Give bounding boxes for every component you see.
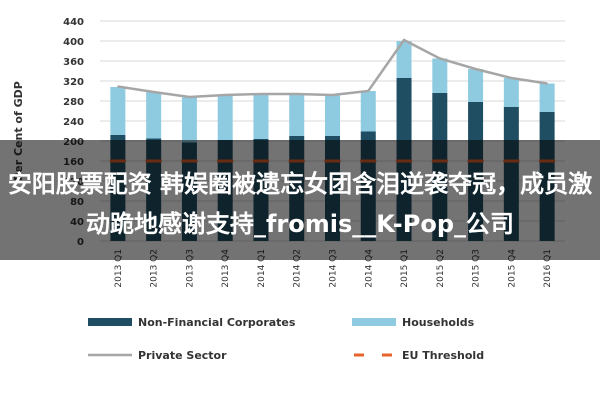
y-tick-label: 240 bbox=[63, 117, 84, 128]
overlay-text-line-2: 动跪地感谢支持_fromis__K-Pop_公司 bbox=[85, 210, 514, 238]
bar-households bbox=[217, 95, 233, 140]
bar-households bbox=[181, 97, 197, 143]
y-tick-label: 440 bbox=[63, 17, 84, 28]
y-tick-label: 280 bbox=[63, 97, 84, 108]
y-tick-label: 320 bbox=[63, 77, 84, 88]
private-sector-point bbox=[367, 90, 370, 92]
x-tick-label: 2013 Q1 bbox=[114, 249, 124, 288]
bar-households bbox=[110, 87, 126, 135]
private-sector-point bbox=[224, 94, 226, 96]
private-sector-point bbox=[510, 77, 513, 79]
bar-households bbox=[253, 94, 269, 139]
legend-label: Private Sector bbox=[138, 349, 227, 362]
bar-households bbox=[503, 78, 519, 107]
private-sector-point bbox=[117, 85, 119, 88]
bar-households bbox=[146, 92, 162, 139]
x-tick-label: 2014 Q3 bbox=[329, 249, 339, 288]
private-sector-point bbox=[152, 91, 155, 93]
bar-households bbox=[468, 69, 484, 102]
legend-label: EU Threshold bbox=[402, 349, 484, 362]
x-tick-label: 2013 Q2 bbox=[150, 249, 160, 288]
bar-households bbox=[432, 58, 448, 93]
x-tick-label: 2014 Q2 bbox=[293, 249, 303, 288]
private-sector-point bbox=[295, 93, 298, 95]
private-sector-point bbox=[403, 39, 405, 41]
y-tick-label: 360 bbox=[63, 57, 84, 68]
x-tick-label: 2013 Q4 bbox=[221, 249, 231, 288]
x-tick-label: 2016 Q1 bbox=[543, 249, 553, 288]
x-tick-label: 2015 Q4 bbox=[507, 249, 517, 288]
bar-households bbox=[360, 91, 376, 132]
x-tick-label: 2014 Q4 bbox=[364, 249, 374, 288]
y-tick-label: 400 bbox=[63, 37, 84, 48]
legend-swatch-households bbox=[352, 318, 396, 326]
private-sector-point bbox=[546, 82, 548, 85]
watermark-overlay: 安阳股票配资 韩娱圈被遗忘女团含泪逆袭夺冠，成员激 动跪地感谢支持_fromis… bbox=[0, 140, 600, 260]
x-tick-label: 2015 Q2 bbox=[436, 249, 446, 288]
bar-households bbox=[325, 95, 340, 136]
legend-label: Households bbox=[402, 316, 475, 329]
private-sector-point bbox=[474, 68, 477, 70]
legend-label: Non-Financial Corporates bbox=[138, 316, 296, 329]
private-sector-point bbox=[188, 96, 191, 98]
x-tick-label: 2015 Q1 bbox=[400, 249, 410, 288]
private-sector-point bbox=[439, 57, 441, 60]
private-sector-point bbox=[331, 94, 334, 96]
x-tick-label: 2014 Q1 bbox=[257, 249, 267, 288]
private-sector-point bbox=[260, 93, 262, 95]
x-tick-label: 2013 Q3 bbox=[185, 249, 195, 288]
x-tick-label: 2015 Q3 bbox=[472, 249, 482, 288]
bar-households bbox=[396, 41, 412, 78]
overlay-text-line-1: 安阳股票配资 韩娱圈被遗忘女团含泪逆袭夺冠，成员激 bbox=[7, 170, 593, 198]
bar-households bbox=[289, 94, 305, 136]
bar-households bbox=[539, 83, 555, 112]
legend-swatch-non-financial-corporates bbox=[88, 318, 132, 326]
